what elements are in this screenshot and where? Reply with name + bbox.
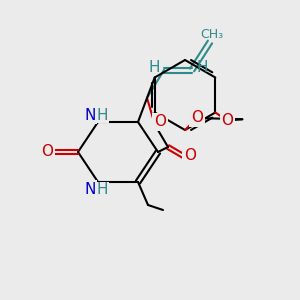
Text: CH₃: CH₃ (200, 28, 224, 40)
Text: O: O (154, 115, 166, 130)
Text: N: N (84, 182, 96, 196)
Text: O: O (221, 113, 233, 128)
Text: H: H (97, 107, 109, 122)
Text: H: H (196, 61, 208, 76)
Text: H: H (148, 61, 160, 76)
Text: N: N (84, 107, 96, 122)
Text: O: O (41, 145, 53, 160)
Text: O: O (184, 148, 196, 163)
Text: H: H (97, 182, 109, 196)
Text: O: O (191, 110, 203, 125)
